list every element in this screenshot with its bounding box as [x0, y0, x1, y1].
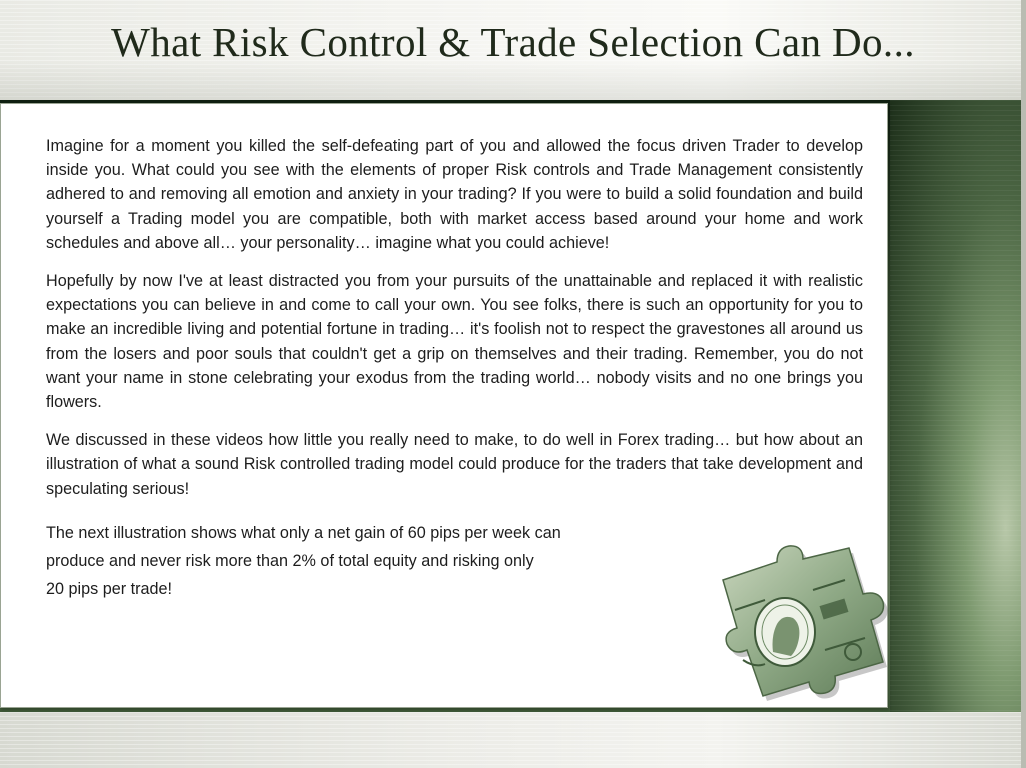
paragraph-2: Hopefully by now I've at least distracte…: [46, 272, 863, 412]
green-background-right: [890, 100, 1026, 712]
window-edge: [1021, 0, 1026, 768]
slide-title: What Risk Control & Trade Selection Can …: [111, 19, 915, 65]
header-background: [0, 0, 1026, 100]
footer-background: [0, 712, 1026, 768]
paragraph-3: We discussed in these videos how little …: [46, 431, 863, 498]
header-shade: [0, 60, 1026, 100]
closing-line-3: 20 pips per trade!: [46, 579, 172, 598]
paragraph-4: The next illustration shows what only a …: [46, 519, 696, 603]
body-text: Imagine for a moment you killed the self…: [46, 134, 863, 603]
closing-line-1: The next illustration shows what only a …: [46, 523, 561, 542]
dollar-puzzle-piece-image: [722, 545, 888, 701]
paragraph-1: Imagine for a moment you killed the self…: [46, 137, 863, 252]
closing-line-2: produce and never risk more than 2% of t…: [46, 551, 534, 570]
